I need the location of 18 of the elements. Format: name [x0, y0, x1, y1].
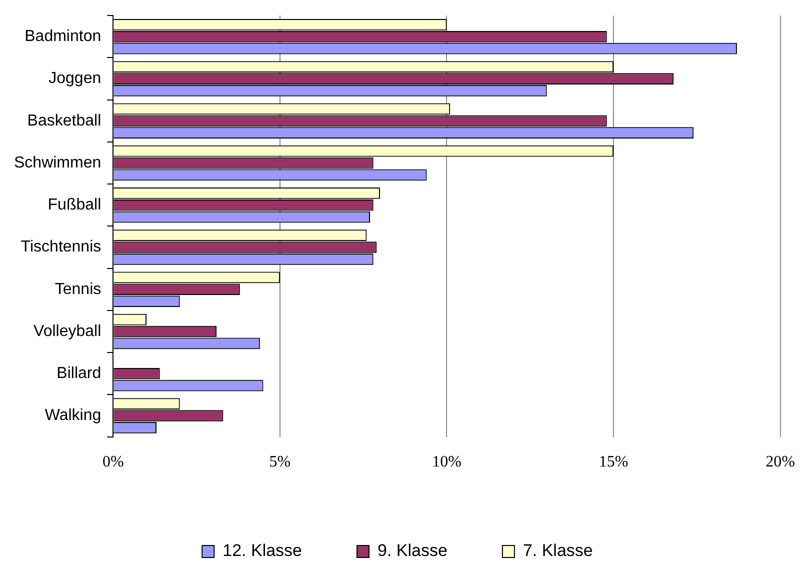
x-tick-label: 5% [269, 454, 291, 471]
x-tick-label: 10% [432, 454, 462, 471]
y-tick-label: Volleyball [34, 322, 102, 340]
y-tick-label: Badminton [24, 28, 102, 46]
legend-label: 12. Klasse [222, 541, 302, 560]
y-tick-label: Tischtennis [20, 238, 102, 256]
x-tick-label: 15% [598, 454, 628, 471]
legend-label: 7. Klasse [522, 541, 593, 560]
y-tick-label: Basketball [27, 112, 102, 130]
y-tick-label: Schwimmen [14, 154, 102, 172]
y-tick-label: Billard [56, 365, 102, 382]
y-tick-label: Walking [44, 407, 102, 424]
legend-label: 9. Klasse [378, 541, 448, 560]
x-tick-label: 20% [766, 454, 795, 471]
y-tick-label: Tennis [54, 280, 102, 298]
x-tick-label: 0% [102, 454, 124, 471]
y-tick-label: Fußball [48, 196, 102, 214]
y-tick-label: Joggen [48, 70, 102, 88]
